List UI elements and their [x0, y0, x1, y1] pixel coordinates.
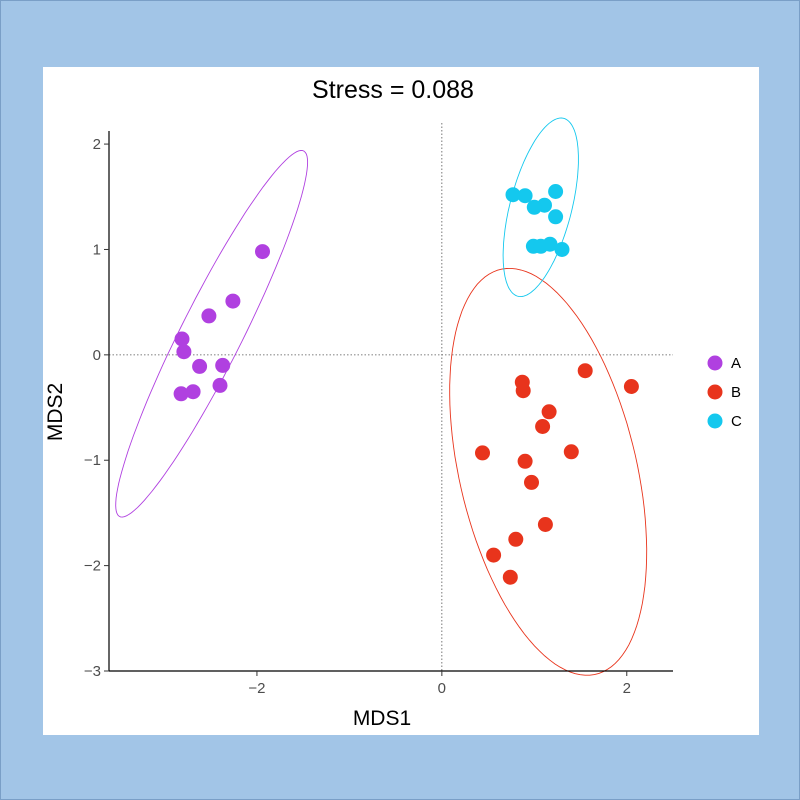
point-b: [563, 444, 579, 460]
point-c: [554, 242, 570, 257]
y-axis-title: MDS2: [44, 383, 67, 441]
point-a: [215, 357, 231, 373]
x-axis-title: MDS1: [353, 707, 411, 730]
legend-key-c: [707, 413, 723, 429]
point-c: [542, 236, 558, 252]
point-b: [537, 517, 553, 532]
ellipse-b: [449, 267, 648, 676]
point-b: [535, 419, 551, 434]
point-a: [225, 293, 241, 309]
point-b: [541, 404, 557, 420]
point-a: [255, 244, 270, 260]
point-c: [548, 184, 564, 199]
point-b: [502, 569, 518, 585]
point-a: [174, 331, 190, 347]
point-a: [201, 308, 217, 324]
legend-label-b: B: [731, 384, 741, 401]
point-b: [486, 547, 502, 563]
point-a: [176, 344, 192, 360]
point-b: [517, 453, 533, 469]
point-b: [577, 363, 593, 379]
legend-key-a: [707, 355, 723, 371]
y-tick-label: −2: [84, 558, 101, 575]
ellipse-a: [115, 150, 309, 518]
point-c: [526, 199, 542, 215]
plot-area: −2 0 2 −3 −2 −1 0 1 2: [84, 117, 673, 697]
point-a: [212, 377, 228, 393]
point-c: [548, 209, 564, 225]
point-b: [508, 531, 524, 547]
point-b: [623, 379, 639, 394]
y-tick-label: −1: [84, 452, 101, 469]
point-b: [524, 474, 539, 490]
x-tick-label: 2: [623, 680, 631, 697]
point-a: [192, 358, 208, 374]
y-tick-label: 2: [93, 136, 101, 153]
y-tick-label: 1: [93, 241, 101, 258]
legend-key-b: [707, 384, 723, 400]
point-a: [173, 386, 189, 402]
legend-label-c: C: [731, 413, 742, 430]
legend: ABC: [707, 355, 742, 430]
point-c: [505, 187, 521, 203]
x-tick-label: −2: [248, 680, 265, 697]
point-c: [517, 188, 533, 204]
point-b: [475, 445, 490, 461]
x-tick-label: 0: [438, 680, 446, 697]
y-tick-label: −3: [84, 663, 101, 680]
point-b: [515, 383, 531, 399]
scatter-chart: Stress = 0.088 MDS1 MDS2 −2 0 2 −3 −2 −1 0 1 2 A…: [44, 76, 742, 730]
point-a: [185, 384, 201, 400]
chart-title: Stress = 0.088: [312, 76, 474, 104]
y-tick-label: 0: [93, 347, 101, 364]
legend-label-a: A: [731, 355, 741, 372]
ellipse-c: [502, 117, 579, 298]
plot-panel: Stress = 0.088 MDS1 MDS2 −2 0 2 −3 −2 −1 0 1 2 A…: [43, 67, 759, 735]
